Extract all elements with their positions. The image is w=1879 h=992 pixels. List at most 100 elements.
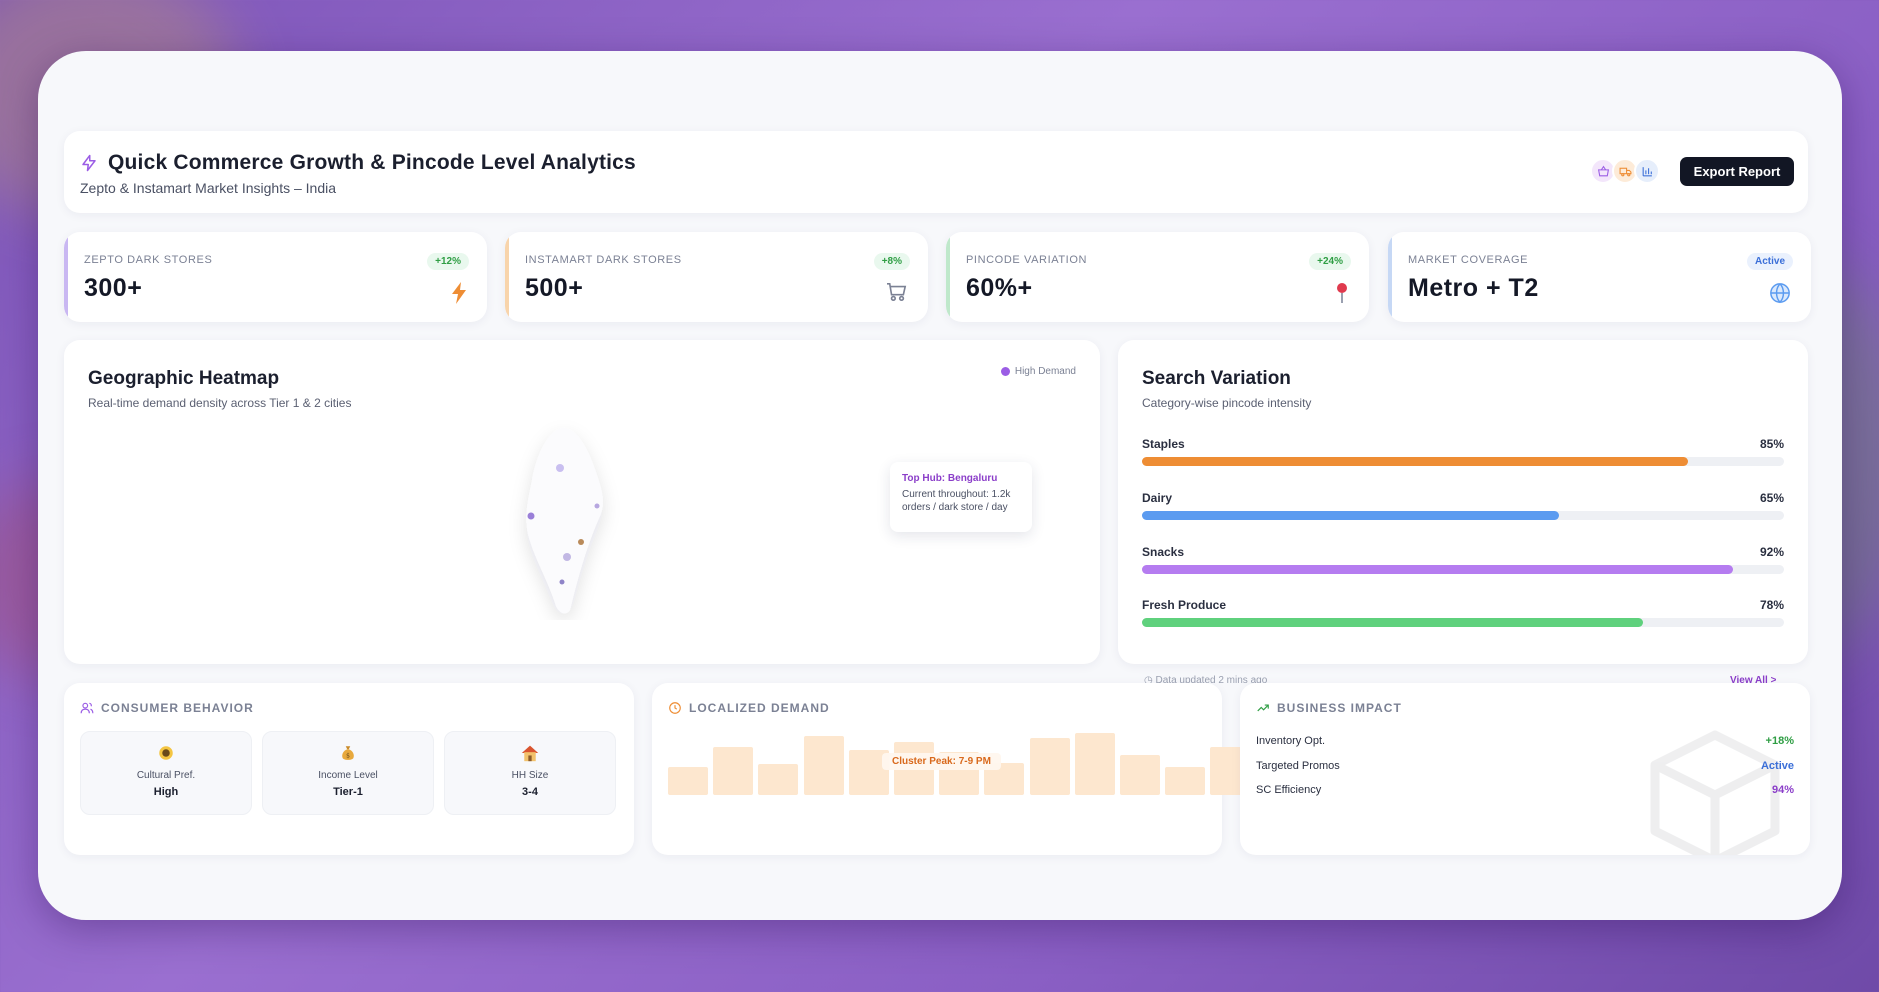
house-icon (445, 744, 615, 764)
stat-value: 500+ (525, 274, 584, 302)
consumer-tile[interactable]: $ Income Level Tier-1 (262, 731, 434, 815)
category-label: Staples (1142, 437, 1185, 451)
tooltip-title: Top Hub: Bengaluru (902, 473, 998, 484)
stat-accent (64, 232, 68, 322)
impact-value: +18% (1765, 735, 1794, 747)
impact-label: Targeted Promos (1256, 760, 1340, 772)
tile-value: Tier-1 (333, 786, 363, 798)
category-label: Snacks (1142, 545, 1185, 559)
category-bar-row: Staples 85% (1142, 437, 1784, 466)
india-map-icon[interactable] (504, 420, 634, 620)
stat-label: Zepto Dark Stores (84, 254, 213, 266)
demand-bar[interactable] (803, 736, 844, 795)
demand-hotspot[interactable] (556, 464, 564, 472)
consumer-tile[interactable]: HH Size 3-4 (444, 731, 616, 815)
heatmap-legend: High Demand (1000, 366, 1076, 377)
stat-badge: Active (1746, 253, 1793, 270)
tile-label: HH Size (511, 770, 549, 781)
category-bar-row: Fresh Produce 78% (1142, 598, 1784, 627)
data-updated-note: ◷ Data updated 2 mins ago (1144, 675, 1267, 683)
demand-hotspot[interactable] (527, 512, 535, 520)
stat-card-zepto: Zepto Dark Stores 300+ +12% (64, 232, 487, 322)
impact-label: Inventory Opt. (1256, 735, 1326, 747)
demand-hotspot[interactable] (578, 539, 584, 545)
demand-bar[interactable] (1120, 755, 1160, 795)
progress-track (1142, 511, 1784, 520)
users-icon (80, 702, 94, 714)
category-percent: 65% (1759, 491, 1784, 505)
view-all-link[interactable]: View All > (1730, 675, 1777, 683)
stat-accent (946, 232, 950, 322)
impact-label: SC Efficiency (1256, 784, 1322, 796)
footnote-text: Data updated 2 mins ago (1155, 675, 1268, 683)
stat-accent (1388, 232, 1392, 322)
tile-value: 3-4 (522, 786, 538, 798)
search-subtitle: Category-wise pincode intensity (1142, 396, 1312, 410)
dashboard-header: Quick Commerce Growth & Pincode Level An… (64, 131, 1808, 213)
progress-track (1142, 618, 1784, 627)
search-variation-panel: Search Variation Category-wise pincode i… (1118, 340, 1808, 664)
demand-hotspot[interactable] (594, 503, 600, 509)
cube-icon (1650, 730, 1780, 855)
search-title: Search Variation (1142, 368, 1291, 389)
geographic-heatmap-panel: Geographic Heatmap Real-time demand dens… (64, 340, 1100, 664)
export-report-button[interactable]: Export Report (1680, 157, 1794, 186)
demand-hotspot[interactable] (563, 553, 571, 561)
svg-text:$: $ (346, 753, 350, 760)
demand-bar[interactable] (713, 747, 754, 795)
pin-icon (1335, 282, 1349, 309)
stat-card-instamart: Instamart Dark Stores 500+ +8% (505, 232, 928, 322)
trending-up-icon (1257, 704, 1269, 712)
stat-label: Market Coverage (1408, 254, 1529, 266)
category-bar-row: Dairy 65% (1142, 491, 1784, 520)
demand-bar[interactable] (1165, 767, 1206, 795)
category-percent: 85% (1759, 437, 1784, 451)
stat-badge: +12% (427, 253, 469, 270)
legend-label: High Demand (1014, 366, 1076, 377)
impact-row: SC Efficiency 94% (1256, 784, 1794, 796)
heatmap-subtitle: Real-time demand density across Tier 1 &… (88, 396, 352, 410)
demand-hotspot[interactable] (559, 579, 565, 585)
business-impact-panel: Business Impact Inventory Opt. +18% Targ… (1240, 683, 1810, 855)
stat-value: 60%+ (966, 274, 1033, 302)
stat-value: Metro + T2 (1408, 274, 1539, 302)
category-percent: 78% (1759, 598, 1784, 612)
localized-demand-panel: Localized Demand Cluster Peak: 7-9 PM (652, 683, 1251, 855)
bar-chart-icon[interactable] (1634, 158, 1660, 184)
clock-icon (669, 702, 681, 714)
stat-label: Pincode Variation (966, 254, 1088, 266)
demand-bar[interactable] (668, 767, 708, 795)
progress-fill (1142, 457, 1688, 466)
impact-value: Active (1760, 760, 1794, 772)
tile-label: Cultural Pref. (136, 770, 196, 781)
demand-heading: Localized Demand (668, 701, 830, 715)
page-subtitle: Zepto & Instamart Market Insights – Indi… (80, 180, 337, 196)
impact-heading-label: Business Impact (1277, 701, 1402, 715)
stat-card-coverage: Market Coverage Metro + T2 Active (1388, 232, 1811, 322)
demand-bar[interactable] (1029, 738, 1070, 795)
brand-icon-group (1590, 158, 1660, 184)
legend-dot-icon (1000, 367, 1010, 376)
consumer-heading-label: Consumer Behavior (101, 701, 254, 715)
stat-value: 300+ (84, 274, 143, 302)
top-hub-tooltip: Top Hub: Bengaluru Current throughout: 1… (890, 462, 1032, 532)
demand-heading-label: Localized Demand (689, 701, 830, 715)
tile-label: Income Level (318, 770, 378, 781)
progress-track (1142, 565, 1784, 574)
stat-badge: +24% (1309, 253, 1351, 270)
stat-card-pincode: Pincode Variation 60%+ +24% (946, 232, 1369, 322)
dashboard-frame: Quick Commerce Growth & Pincode Level An… (38, 51, 1842, 920)
consumer-heading: Consumer Behavior (80, 701, 254, 715)
consumer-behavior-panel: Consumer Behavior Cultural Pref. High $ … (64, 683, 634, 855)
category-bar-row: Snacks 92% (1142, 545, 1784, 574)
impact-value: 94% (1771, 784, 1794, 796)
stat-accent (505, 232, 509, 322)
consumer-tile[interactable]: Cultural Pref. High (80, 731, 252, 815)
medal-icon (81, 744, 251, 764)
demand-bar[interactable] (1074, 733, 1115, 795)
demand-bar[interactable] (758, 764, 799, 795)
cart-icon (886, 282, 908, 307)
progress-fill (1142, 511, 1560, 520)
category-label: Dairy (1142, 491, 1173, 505)
category-label: Fresh Produce (1142, 598, 1227, 612)
